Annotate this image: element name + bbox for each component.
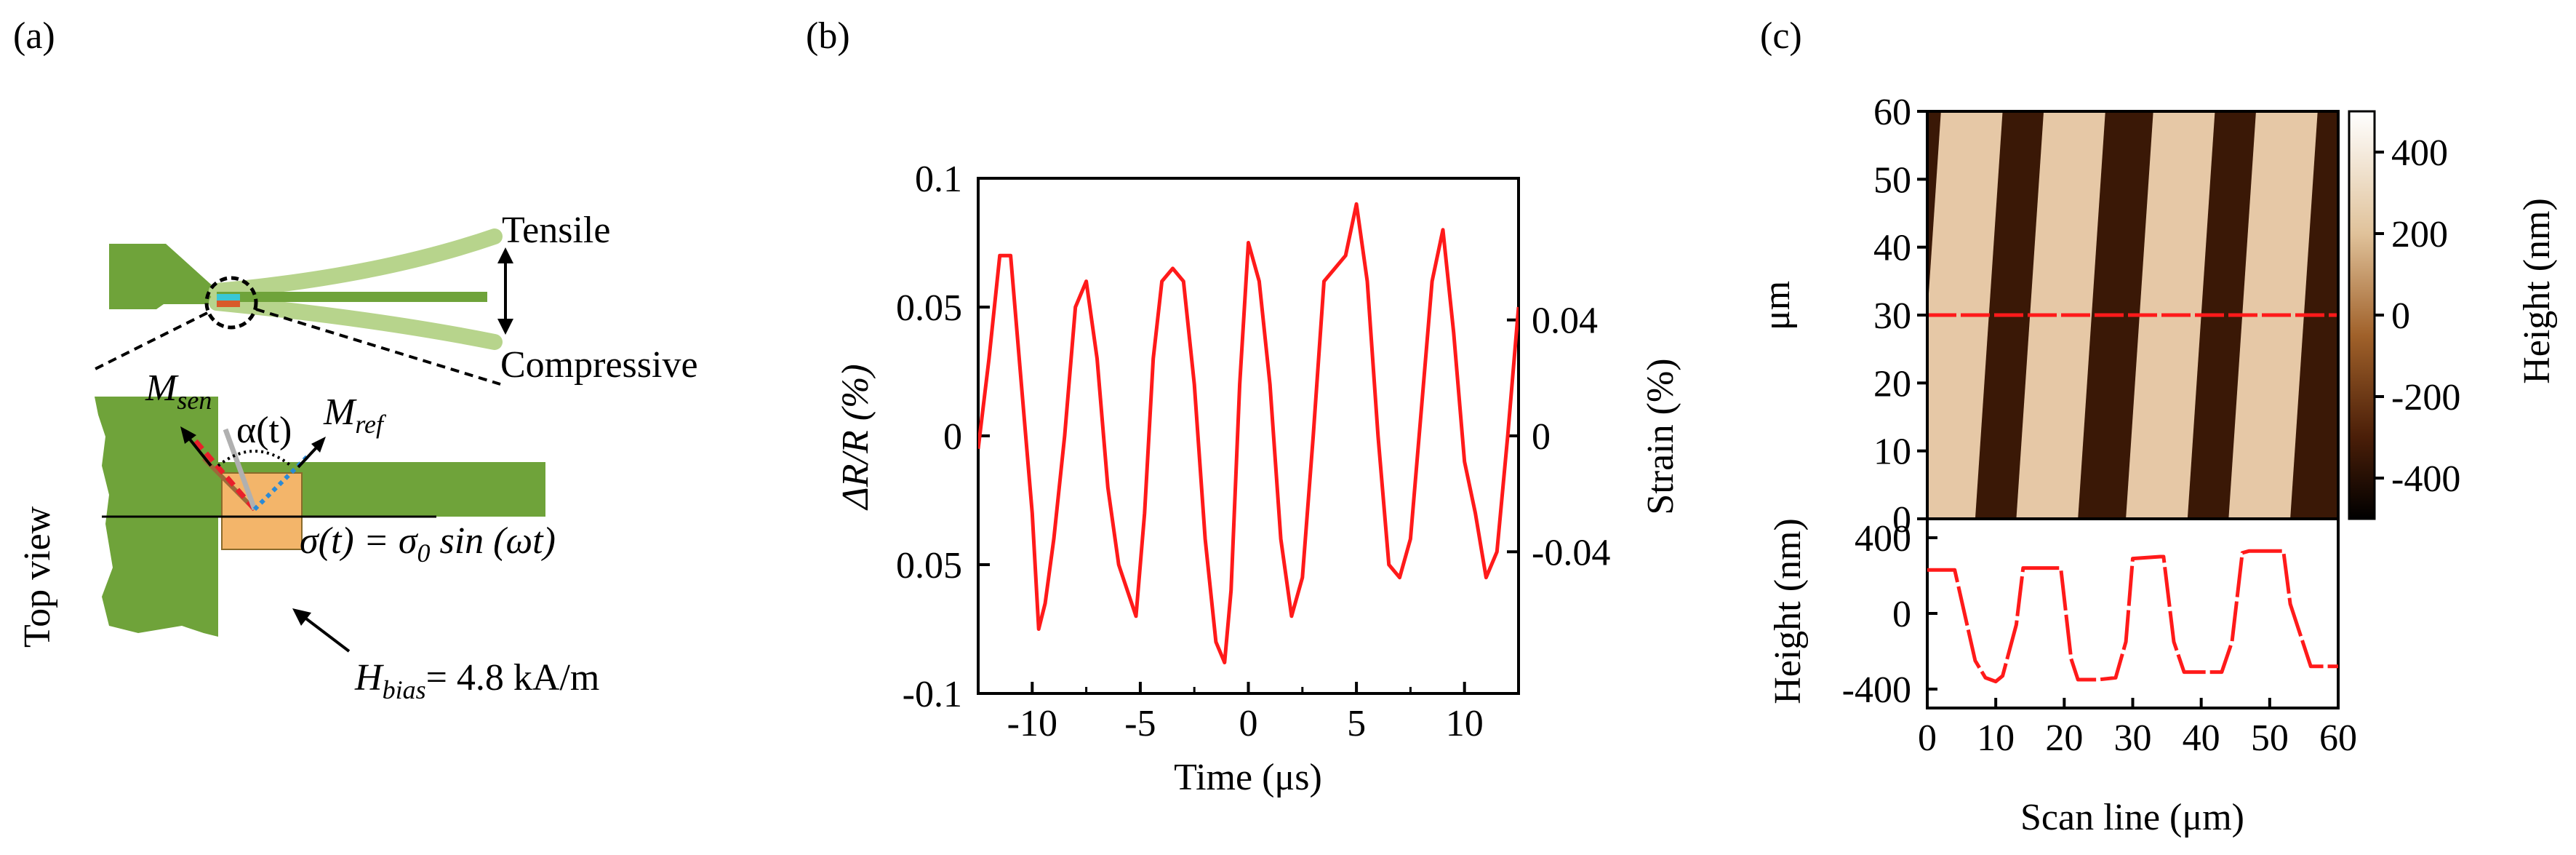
profile-x-tick-label: 10 xyxy=(1977,717,2015,759)
plot-b-y2-ticks: 0.04 0 -0.04 xyxy=(1507,301,1610,573)
bend-arrow-head-down xyxy=(497,319,513,335)
afm-map-y-label: μm xyxy=(1756,281,1798,330)
hbias-arrow xyxy=(303,616,351,653)
afm-map-y-tick-label: 40 xyxy=(1873,228,1911,269)
hbias-arrow-head xyxy=(292,608,311,626)
profile-x-tick-label: 0 xyxy=(1918,717,1937,759)
afm-map-y-tick-label: 20 xyxy=(1873,363,1911,405)
cantilever-beam-straight xyxy=(217,292,487,302)
plot-b-x-label: Time (μs) xyxy=(1174,757,1322,798)
profile-x-ticks: 0 10 20 30 40 50 60 xyxy=(1918,698,2357,759)
plot-b-y-tick-label: -0.1 xyxy=(903,674,962,715)
colorbar-label: Height (nm) xyxy=(2516,198,2558,384)
zoom-line-left xyxy=(90,311,208,373)
colorbar-tick-label: -200 xyxy=(2391,377,2460,418)
profile-y-ticks: 400 0 -400 xyxy=(1842,518,1937,711)
tensile-label: Tensile xyxy=(502,210,610,251)
panel-a-label: (a) xyxy=(13,15,55,57)
profile-series-line xyxy=(1927,549,2338,684)
profile-x-tick-label: 20 xyxy=(2045,717,2083,759)
profile-y-tick-label: -400 xyxy=(1842,669,1911,711)
profile-y-tick-label: 400 xyxy=(1855,518,1911,560)
profile-x-tick-label: 60 xyxy=(2319,717,2357,759)
m-ref-label: Mref xyxy=(323,391,387,439)
cantilever-beam-compressive xyxy=(209,295,503,350)
sensor-layer-top xyxy=(217,294,240,301)
colorbar-tick-label: 0 xyxy=(2391,295,2410,337)
sensor-pad xyxy=(221,472,303,550)
plot-b-y-ticks: 0.1 0.05 0 0.05 -0.1 xyxy=(896,159,990,715)
plot-b-y-tick-label: 0.1 xyxy=(915,159,962,200)
profile-x-label: Scan line (μm) xyxy=(2020,797,2244,838)
m-ref-pointer xyxy=(297,444,320,469)
plot-b-y2-tick-label: 0.04 xyxy=(1532,301,1598,342)
hbias-label: Hbias= 4.8 kA/m xyxy=(354,657,599,704)
afm-light-stripe xyxy=(2016,111,2105,519)
profile-x-tick-label: 30 xyxy=(2114,717,2152,759)
plot-b-x-ticks: -10 -5 0 5 10 xyxy=(1007,682,1484,744)
afm-map-y-tick-label: 30 xyxy=(1873,295,1911,337)
afm-map-y-tick-label: 10 xyxy=(1873,432,1911,473)
profile-y-label: Height (nm) xyxy=(1767,518,1809,704)
plot-b-y2-tick-label: -0.04 xyxy=(1532,532,1610,573)
gray-arrow xyxy=(223,428,257,511)
colorbar-ticks: 400 200 0 -200 -400 xyxy=(2375,132,2460,500)
top-view-label: Top view xyxy=(17,506,58,648)
colorbar-tick-label: 200 xyxy=(2391,214,2448,255)
afm-map-y-tick-label: 0 xyxy=(1892,499,1911,541)
m-sen-pointer-head xyxy=(180,426,196,444)
plot-b-series-line xyxy=(978,202,1519,664)
alpha-label: α(t) xyxy=(236,410,292,451)
afm-map-y-tick-label: 50 xyxy=(1873,159,1911,201)
plot-b-y-tick-label: 0.05 xyxy=(896,545,962,586)
panel-b: (b) -10 -5 0 5 10 0.1 0.05 0 0.05 -0.1 0.04 0 -0.0… xyxy=(806,15,1681,798)
colorbar-tick-label: -400 xyxy=(2391,458,2460,500)
plot-b-x-tick-label: 5 xyxy=(1347,703,1366,744)
stress-formula: σ(t) = σ0 sin (ωt) xyxy=(300,520,556,568)
cantilever-base-side xyxy=(109,244,217,309)
panel-a: (a) Tensile Compressive Msen Mref xyxy=(13,15,698,704)
zoom-circle xyxy=(204,276,258,330)
afm-map-y-tick-label: 60 xyxy=(1873,92,1911,133)
bend-arrow-head-up xyxy=(497,247,513,263)
plot-b-y2-tick-label: 0 xyxy=(1532,416,1551,458)
m-sen-label: Msen xyxy=(145,367,212,415)
profile-x-tick-label: 50 xyxy=(2251,717,2289,759)
profile-x-tick-label: 40 xyxy=(2183,717,2220,759)
m-sen-shadow-arrow xyxy=(201,456,257,512)
plot-b-y2-label: Strain (%) xyxy=(1640,358,1681,514)
plot-b-x-tick-label: 10 xyxy=(1446,703,1484,744)
m-ref-pointer-head xyxy=(311,437,326,453)
plot-b-y-tick-label: 0 xyxy=(943,416,962,458)
plot-b-y-label: ΔR/R (%) xyxy=(835,364,876,510)
colorbar-tick-label: 400 xyxy=(2391,132,2448,174)
panel-b-label: (b) xyxy=(806,15,850,57)
plot-b-x-tick-label: -10 xyxy=(1007,703,1057,744)
plot-b-x-tick-label: -5 xyxy=(1124,703,1156,744)
panel-c-label: (c) xyxy=(1760,15,1802,57)
profile-y-tick-label: 0 xyxy=(1892,594,1911,635)
plot-b-y-tick-label: 0.05 xyxy=(896,287,962,329)
plot-b-x-tick-label: 0 xyxy=(1239,703,1258,744)
afm-map-y-ticks: 0 10 20 30 40 50 60 xyxy=(1873,92,1927,541)
sensor-layer-bottom xyxy=(217,301,240,307)
cantilever-beam-tensile xyxy=(209,228,503,299)
colorbar xyxy=(2348,110,2376,520)
m-sen-pointer xyxy=(186,435,212,467)
compressive-label: Compressive xyxy=(500,344,698,386)
angle-arc xyxy=(217,450,292,467)
